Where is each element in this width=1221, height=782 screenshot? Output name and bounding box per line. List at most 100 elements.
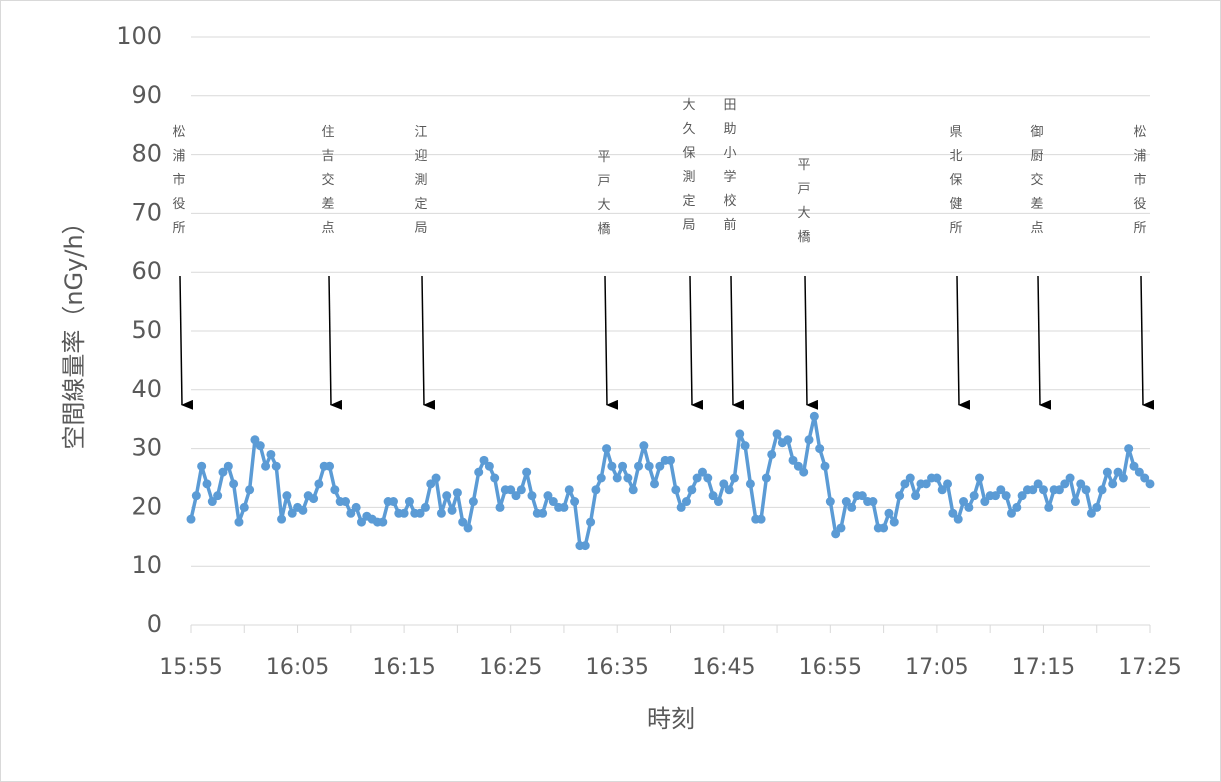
- data-point: [197, 461, 207, 471]
- data-point: [1060, 479, 1070, 489]
- annotation-label: 住吉交差点: [321, 125, 334, 236]
- data-point: [735, 429, 745, 439]
- annotation-arrow: [604, 275, 619, 410]
- x-tick-label: 16:15: [372, 655, 435, 680]
- y-tick-label: 80: [131, 140, 162, 168]
- data-point: [186, 514, 196, 524]
- annotation-arrow: [689, 275, 704, 410]
- data-point: [948, 508, 958, 518]
- data-point: [282, 491, 292, 501]
- data-point: [618, 461, 628, 471]
- data-point: [309, 494, 319, 504]
- data-point: [1124, 444, 1134, 454]
- data-point: [836, 523, 846, 533]
- data-point: [239, 502, 249, 512]
- data-point: [1028, 485, 1038, 495]
- data-point: [804, 435, 814, 445]
- data-point: [1054, 485, 1064, 495]
- data-point: [378, 517, 388, 527]
- data-point: [911, 491, 921, 501]
- data-point: [404, 497, 414, 507]
- data-point: [570, 497, 580, 507]
- annotation-arrow: [1037, 275, 1052, 410]
- data-point: [996, 485, 1006, 495]
- data-point: [1001, 491, 1011, 501]
- data-point: [1033, 479, 1043, 489]
- data-point: [522, 467, 532, 477]
- annotation-arrow: [956, 275, 971, 410]
- data-point: [607, 461, 617, 471]
- data-point: [484, 461, 494, 471]
- data-point: [436, 508, 446, 518]
- data-point: [346, 508, 356, 518]
- annotation-label: 県北保健所: [949, 125, 962, 236]
- annotation-label: 田助小学校前: [723, 98, 736, 233]
- data-point: [681, 497, 691, 507]
- data-point: [1108, 479, 1118, 489]
- data-point: [628, 485, 638, 495]
- data-point: [745, 479, 755, 489]
- data-point: [857, 491, 867, 501]
- data-point: [463, 523, 473, 533]
- data-point: [868, 497, 878, 507]
- data-point: [932, 473, 942, 483]
- x-axis-title: 時刻: [647, 705, 695, 733]
- data-point: [964, 502, 974, 512]
- x-tick-label: 17:15: [1012, 655, 1075, 680]
- data-point: [277, 514, 287, 524]
- data-point: [415, 508, 425, 518]
- data-point: [250, 435, 260, 445]
- data-point: [905, 473, 915, 483]
- data-point: [671, 485, 681, 495]
- y-tick-label: 60: [131, 257, 162, 285]
- y-tick-label: 20: [131, 492, 162, 520]
- data-point: [719, 479, 729, 489]
- data-point: [298, 505, 308, 515]
- data-point: [586, 517, 596, 527]
- data-point: [213, 491, 223, 501]
- data-point: [1038, 485, 1048, 495]
- data-point: [1070, 497, 1080, 507]
- annotation-label: 松浦市役所: [1133, 125, 1146, 236]
- data-point: [612, 473, 622, 483]
- annotation-label: 松浦市役所: [172, 125, 185, 236]
- data-point: [815, 444, 825, 454]
- y-tick-label: 100: [116, 22, 162, 50]
- data-point: [697, 467, 707, 477]
- data-point: [783, 435, 793, 445]
- data-point: [975, 473, 985, 483]
- data-point: [841, 497, 851, 507]
- data-point: [351, 502, 361, 512]
- data-point: [990, 491, 1000, 501]
- y-axis-title: 空間線量率（nGy/h）: [60, 210, 88, 449]
- data-point: [634, 461, 644, 471]
- annotation-label: 平戸大橋: [597, 150, 610, 237]
- y-tick-label: 40: [131, 375, 162, 403]
- data-point: [879, 523, 889, 533]
- data-point: [191, 491, 201, 501]
- data-point: [724, 485, 734, 495]
- x-tick-label: 16:45: [692, 655, 755, 680]
- data-point: [564, 485, 574, 495]
- data-point: [740, 441, 750, 451]
- data-point: [1118, 473, 1128, 483]
- annotation-label: 大久保測定局: [682, 98, 695, 233]
- data-point: [767, 449, 777, 459]
- data-point: [676, 502, 686, 512]
- data-point: [713, 497, 723, 507]
- data-point: [884, 508, 894, 518]
- data-point: [639, 441, 649, 451]
- data-point: [959, 497, 969, 507]
- data-point: [655, 461, 665, 471]
- data-point: [426, 479, 436, 489]
- data-point: [591, 485, 601, 495]
- data-point: [644, 461, 654, 471]
- data-point: [1086, 508, 1096, 518]
- y-tick-label: 50: [131, 316, 162, 344]
- data-point: [692, 473, 702, 483]
- data-point: [900, 479, 910, 489]
- data-point: [1102, 467, 1112, 477]
- data-point: [314, 479, 324, 489]
- data-point: [1012, 502, 1022, 512]
- data-point: [452, 488, 462, 498]
